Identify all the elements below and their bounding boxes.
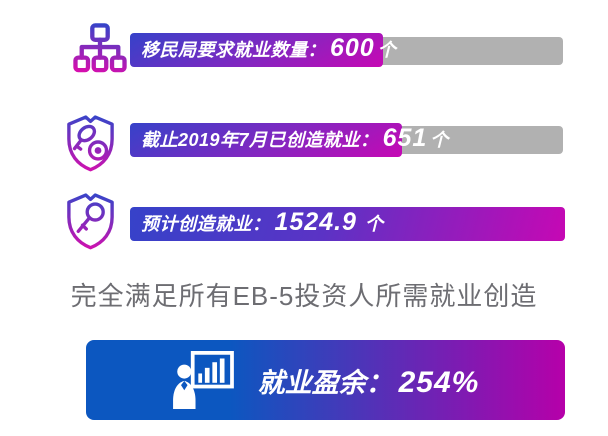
bar-label: 移民局要求就业数量： [141, 40, 326, 60]
bar-value: 651 [382, 124, 428, 152]
bar-unit: 个 [430, 130, 449, 150]
bar-unit: 个 [377, 40, 396, 60]
bar-value: 600 [330, 34, 375, 62]
bar-label: 预计创造就业： [141, 214, 271, 234]
shield-key-target-icon [62, 111, 119, 173]
bar-value: 1524.9 [274, 208, 357, 236]
shield-key-icon [62, 189, 119, 251]
presenter-chart-icon [172, 351, 234, 409]
bar-unit: 个 [364, 214, 383, 234]
banner-text: 就业盈余： 254% [258, 361, 480, 400]
banner-value: 254% [398, 365, 480, 399]
summary-text: 完全满足所有EB-5投资人所需就业创造 [70, 281, 538, 311]
surplus-banner: 就业盈余： 254% [86, 340, 565, 420]
progress-bar-created: 截止2019年7月已创造就业： 651 个 [130, 123, 448, 157]
progress-bar-required: 移民局要求就业数量： 600 个 [130, 33, 396, 67]
org-chart-icon [72, 23, 128, 73]
bar-label: 截止2019年7月已创造就业： [141, 130, 379, 150]
banner-label: 就业盈余： [257, 367, 393, 398]
progress-bar-projected: 预计创造就业： 1524.9 个 [130, 207, 565, 241]
